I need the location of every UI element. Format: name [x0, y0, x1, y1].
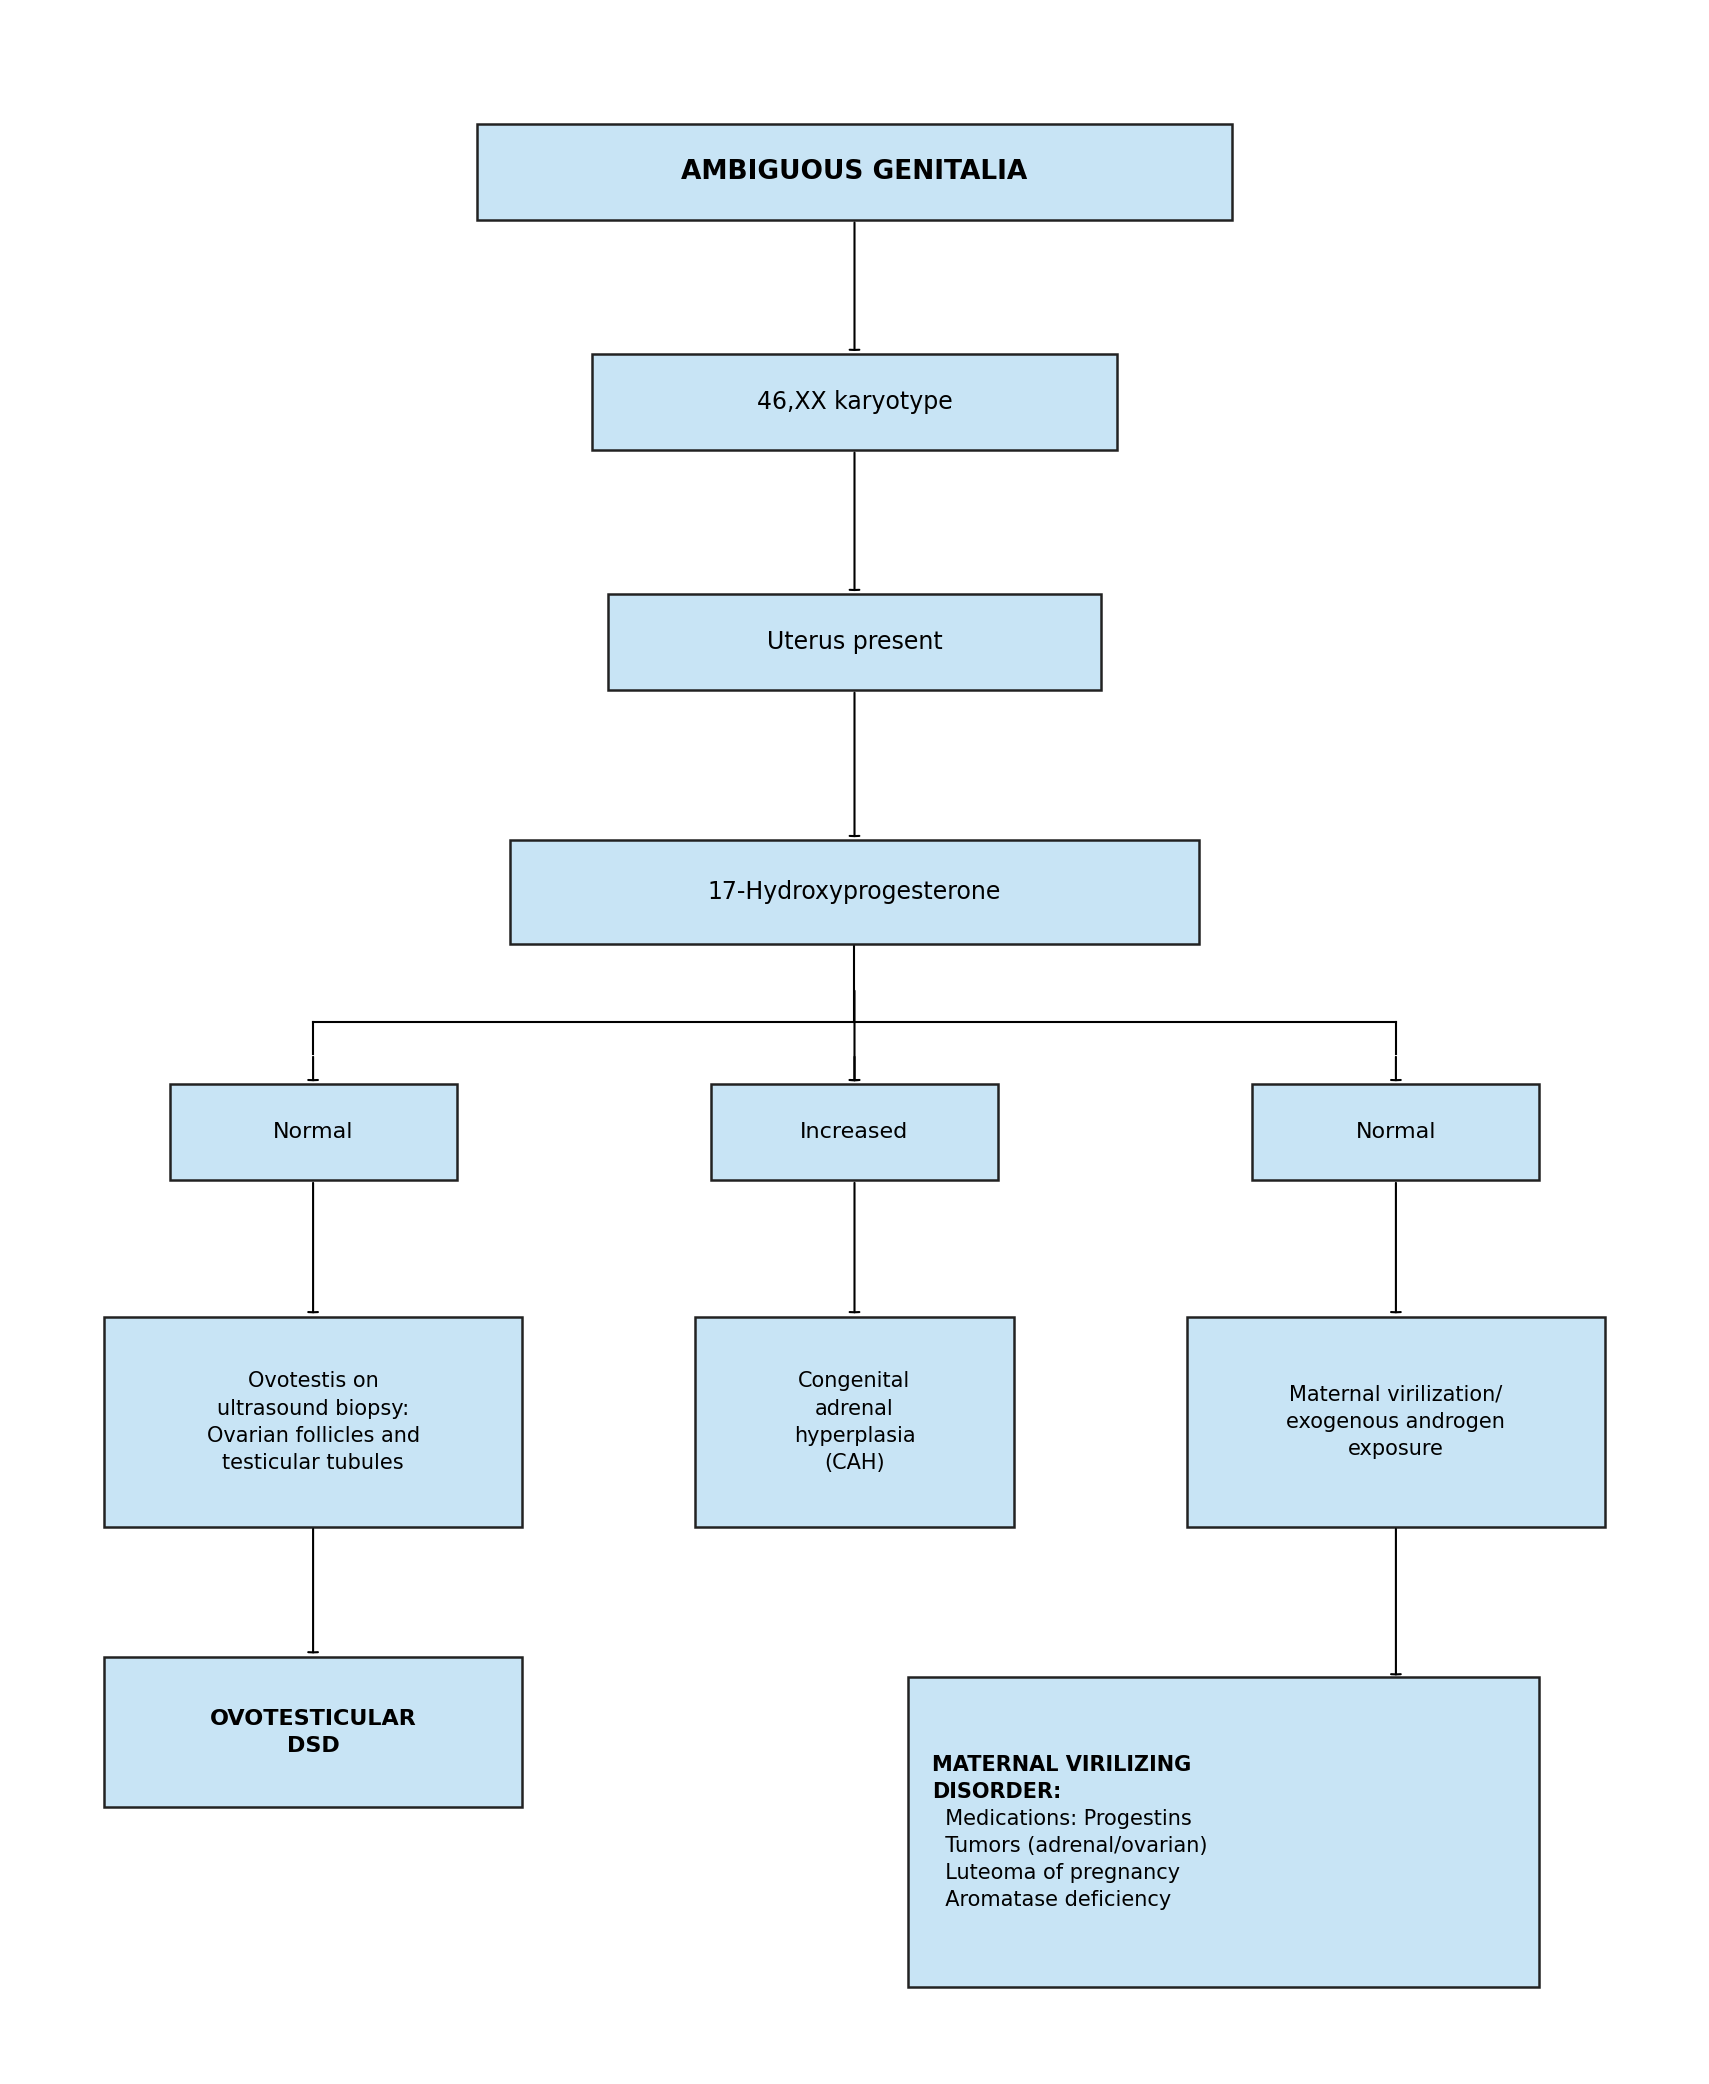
Text: Congenital
adrenal
hyperplasia
(CAH): Congenital adrenal hyperplasia (CAH) [793, 1371, 916, 1473]
Text: Normal: Normal [273, 1121, 354, 1142]
FancyBboxPatch shape [1186, 1317, 1605, 1528]
Text: Aromatase deficiency: Aromatase deficiency [933, 1890, 1172, 1909]
FancyBboxPatch shape [1253, 1084, 1540, 1180]
Text: Normal: Normal [1355, 1121, 1436, 1142]
Text: Luteoma of pregnancy: Luteoma of pregnancy [933, 1863, 1181, 1882]
FancyBboxPatch shape [608, 594, 1101, 690]
FancyBboxPatch shape [711, 1084, 998, 1180]
Text: Ovotestis on
ultrasound biopsy:
Ovarian follicles and
testicular tubules: Ovotestis on ultrasound biopsy: Ovarian … [207, 1371, 420, 1473]
Text: Increased: Increased [800, 1121, 909, 1142]
FancyBboxPatch shape [104, 1657, 523, 1807]
Text: MATERNAL VIRILIZING: MATERNAL VIRILIZING [933, 1755, 1191, 1776]
FancyBboxPatch shape [104, 1317, 523, 1528]
FancyBboxPatch shape [907, 1678, 1540, 1988]
Text: Uterus present: Uterus present [767, 629, 942, 654]
Text: AMBIGUOUS GENITALIA: AMBIGUOUS GENITALIA [682, 158, 1027, 185]
FancyBboxPatch shape [694, 1317, 1015, 1528]
Text: Medications: Progestins: Medications: Progestins [933, 1809, 1193, 1830]
Text: OVOTESTICULAR
DSD: OVOTESTICULAR DSD [210, 1709, 417, 1757]
FancyBboxPatch shape [509, 840, 1200, 944]
FancyBboxPatch shape [477, 123, 1232, 219]
Text: 17-Hydroxyprogesterone: 17-Hydroxyprogesterone [708, 879, 1001, 904]
Text: Tumors (adrenal/ovarian): Tumors (adrenal/ovarian) [933, 1836, 1208, 1855]
Text: 46,XX karyotype: 46,XX karyotype [757, 390, 952, 415]
Text: DISORDER:: DISORDER: [933, 1782, 1061, 1803]
FancyBboxPatch shape [169, 1084, 456, 1180]
FancyBboxPatch shape [591, 354, 1118, 450]
Text: Maternal virilization/
exogenous androgen
exposure: Maternal virilization/ exogenous androge… [1287, 1386, 1506, 1459]
